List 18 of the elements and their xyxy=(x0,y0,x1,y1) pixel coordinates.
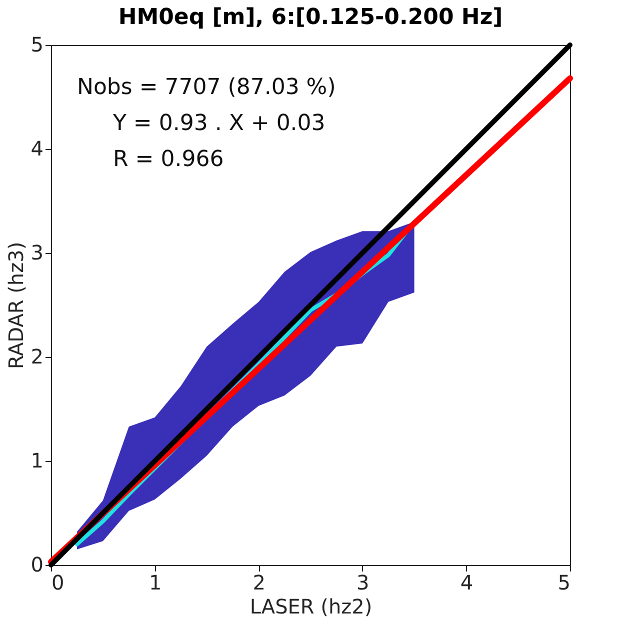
y-tick-label: 0 xyxy=(30,552,44,576)
annotation: Y = 0.93 . X + 0.03 xyxy=(112,111,326,136)
y-tick-label: 5 xyxy=(30,32,44,56)
y-tick-label: 2 xyxy=(30,344,44,368)
x-tick-label: 5 xyxy=(558,570,570,594)
y-axis-title: RADAR (hz3) xyxy=(4,242,28,370)
y-tick-label: 1 xyxy=(30,448,44,472)
x-tick-label: 0 xyxy=(52,570,64,594)
chart-title: HM0eq [m], 6:[0.125-0.200 Hz] xyxy=(118,5,503,30)
x-tick-label: 3 xyxy=(356,570,370,594)
annotation: R = 0.966 xyxy=(113,147,224,172)
x-tick-label: 2 xyxy=(252,570,266,594)
annotation: Nobs = 7707 (87.03 %) xyxy=(77,75,336,100)
y-tick-label: 4 xyxy=(30,136,44,160)
y-tick-label: 3 xyxy=(30,240,44,264)
x-tick-label: 4 xyxy=(460,570,474,594)
x-axis-title: LASER (hz2) xyxy=(250,594,372,618)
x-tick-label: 1 xyxy=(148,570,162,594)
